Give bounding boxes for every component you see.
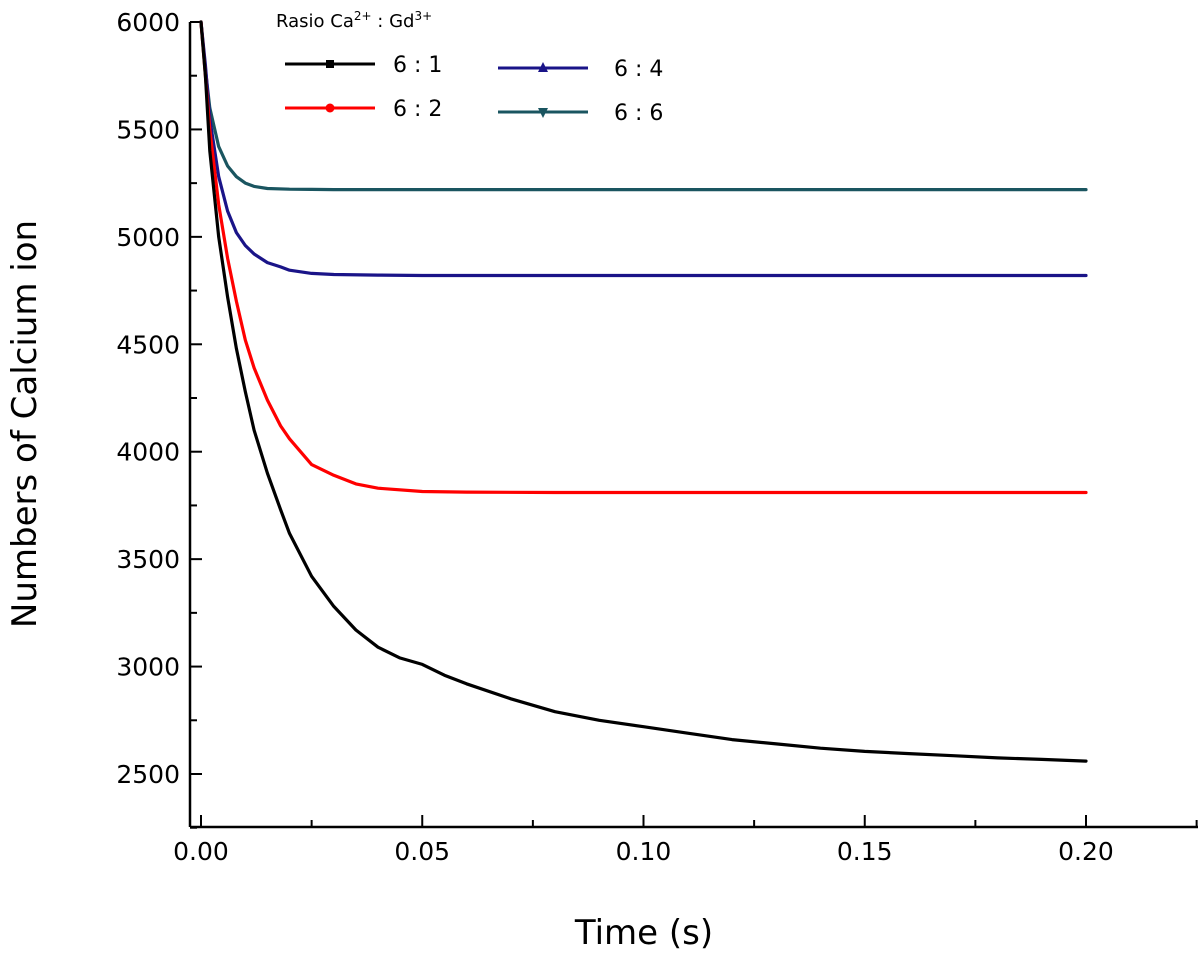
x-tick-label: 0.00 xyxy=(173,837,229,866)
x-tick-label: 0.20 xyxy=(1058,837,1114,866)
y-tick-label: 3500 xyxy=(116,545,180,574)
y-ticks: 2500 3000 3500 4000 4500 5000 5500 6000 xyxy=(116,8,202,829)
axes xyxy=(188,22,1198,829)
y-tick-label: 6000 xyxy=(116,8,180,37)
legend-label: 6 : 1 xyxy=(393,53,442,78)
y-axis-title: Numbers of Calcium ion xyxy=(5,220,45,628)
x-axis-title: Time (s) xyxy=(574,913,713,953)
y-tick-label: 4000 xyxy=(116,438,180,467)
legend-label: 6 : 6 xyxy=(614,101,663,126)
x-tick-label: 0.05 xyxy=(394,837,450,866)
series-line-2 xyxy=(199,20,1088,495)
legend: Rasio Ca2+ : Gd3+ 6 : 1 6 : 2 6 : 4 6 : 6 xyxy=(276,9,663,126)
legend-label: 6 : 2 xyxy=(393,97,442,122)
y-tick-label: 2500 xyxy=(116,760,180,789)
legend-marker-triangle-up xyxy=(538,62,548,72)
y-tick-label: 5500 xyxy=(116,115,180,144)
x-ticks: 0.00 0.05 0.10 0.15 0.20 xyxy=(173,815,1198,866)
legend-item-4: 6 : 6 xyxy=(498,101,663,126)
legend-title: Rasio Ca2+ : Gd3+ xyxy=(276,9,432,32)
legend-label: 6 : 4 xyxy=(614,57,663,82)
x-tick-label: 0.10 xyxy=(616,837,672,866)
legend-item-2: 6 : 2 xyxy=(285,97,442,122)
y-tick-label: 4500 xyxy=(116,330,180,359)
legend-title-sup-ca: 2+ xyxy=(354,9,372,23)
series-layer xyxy=(199,20,1088,763)
legend-item-1: 6 : 1 xyxy=(285,53,442,78)
legend-title-sup-gd: 3+ xyxy=(414,9,432,23)
legend-title-mid: : Gd xyxy=(372,11,415,32)
series-line-3 xyxy=(199,20,1088,278)
legend-item-3: 6 : 4 xyxy=(498,57,663,82)
x-tick-label: 0.15 xyxy=(837,837,893,866)
legend-title-base: Rasio Ca xyxy=(276,11,354,32)
series-line-4 xyxy=(199,20,1088,192)
series-line-1 xyxy=(199,20,1088,763)
y-tick-label: 5000 xyxy=(116,223,180,252)
legend-marker-triangle-down xyxy=(538,108,548,118)
legend-marker-square xyxy=(326,60,334,68)
y-tick-label: 3000 xyxy=(116,653,180,682)
legend-items: 6 : 1 6 : 2 6 : 4 6 : 6 xyxy=(285,53,663,126)
legend-marker-circle xyxy=(325,103,335,113)
